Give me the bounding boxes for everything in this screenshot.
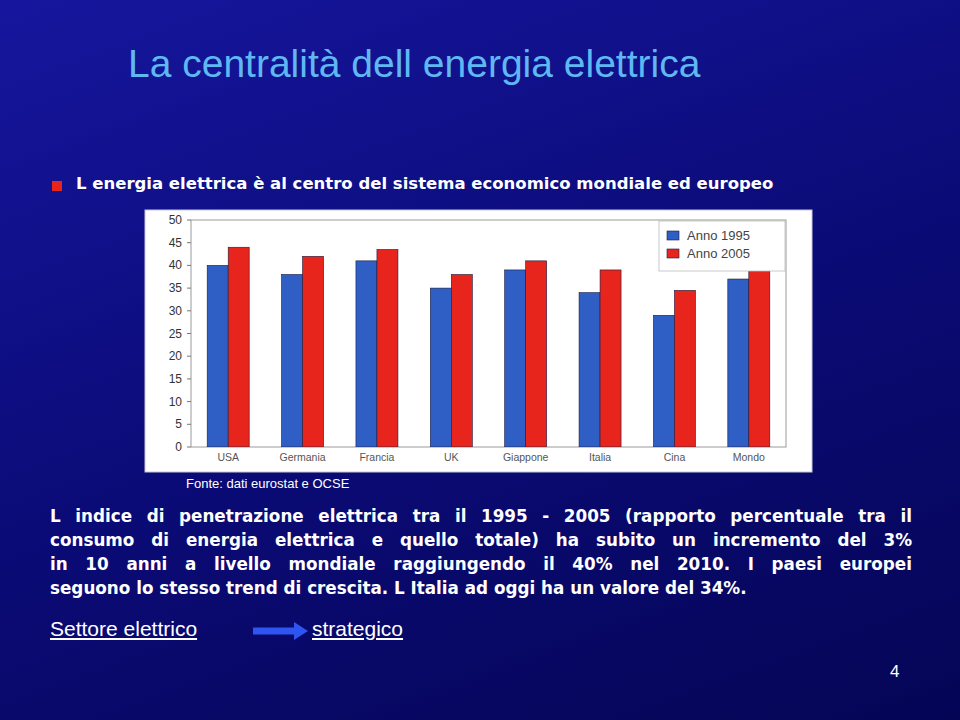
source-note: Fonte: dati eurostat e OCSE <box>186 476 349 491</box>
y-tick <box>187 310 191 311</box>
y-tick-label: 0 <box>175 440 182 454</box>
bar <box>207 265 228 447</box>
y-tick <box>187 356 191 357</box>
body-text-line: in 10 anni a livello mondiale raggiungen… <box>50 554 912 574</box>
bar <box>749 270 770 447</box>
bar <box>526 261 547 447</box>
legend-label: Anno 1995 <box>687 228 750 243</box>
y-tick <box>187 288 191 289</box>
bar <box>303 256 324 447</box>
y-tick <box>187 265 191 266</box>
arrow-shaft <box>253 628 296 635</box>
bar <box>600 270 621 447</box>
legend-swatch <box>667 231 679 240</box>
y-tick <box>187 333 191 334</box>
y-tick-label: 45 <box>169 236 183 250</box>
legend-swatch <box>667 249 679 258</box>
y-tick-label: 20 <box>169 349 183 363</box>
y-tick <box>187 220 191 221</box>
bullet-text: L energia elettrica è al centro del sist… <box>76 174 773 193</box>
bar <box>430 288 451 447</box>
y-tick-label: 10 <box>169 395 183 409</box>
x-tick-label: Cina <box>664 451 686 463</box>
bar <box>505 270 526 447</box>
bar <box>377 250 398 447</box>
x-tick-label: Mondo <box>733 451 765 463</box>
y-tick-label: 15 <box>169 372 183 386</box>
y-tick <box>187 424 191 425</box>
x-tick-label: Francia <box>359 451 394 463</box>
page-number: 4 <box>890 662 899 682</box>
bullet-marker <box>52 181 62 191</box>
y-tick-label: 50 <box>169 213 183 227</box>
bars <box>207 247 770 447</box>
body-text-line: consumo di energia elettrica e quello to… <box>50 530 912 550</box>
y-tick-label: 25 <box>169 327 183 341</box>
y-tick-label: 5 <box>175 417 182 431</box>
bar <box>228 247 249 447</box>
x-tick-label: Italia <box>589 451 611 463</box>
y-tick <box>187 447 191 448</box>
y-tick-label: 40 <box>169 258 183 272</box>
body-text-line: seguono lo stesso trend di crescita. L I… <box>50 578 912 598</box>
arrow-head <box>294 622 308 640</box>
legend: Anno 1995 Anno 2005 <box>659 221 785 271</box>
y-tick-label: 30 <box>169 304 183 318</box>
x-tick-label: Germania <box>280 451 326 463</box>
bar <box>579 293 600 447</box>
bar <box>728 279 749 447</box>
slide: {"slide": {"title": "La centralità dell … <box>0 0 960 720</box>
x-tick-label: USA <box>217 451 239 463</box>
bar <box>674 290 695 447</box>
y-tick <box>187 378 191 379</box>
plot-frame <box>191 220 786 447</box>
bar <box>356 261 377 447</box>
chart: 0 5 10 15 20 25 30 35 40 45 50 USA Germania Francia UK… <box>0 0 960 720</box>
legend-box <box>659 221 785 271</box>
bar <box>282 274 303 447</box>
slide-title: La centralità dell energia elettrica <box>128 42 700 86</box>
y-tick-label: 35 <box>169 281 183 295</box>
bar <box>653 315 674 447</box>
y-tick <box>187 242 191 243</box>
bar <box>451 274 472 447</box>
x-tick-label: Giappone <box>503 451 549 463</box>
legend-label: Anno 2005 <box>687 246 750 261</box>
body-text-line: L indice di penetrazione elettrica tra i… <box>50 506 912 526</box>
chart-panel <box>145 210 812 472</box>
y-tick <box>187 401 191 402</box>
conclusion-right: strategico <box>312 617 403 641</box>
x-tick-label: UK <box>444 451 459 463</box>
conclusion-left: Settore elettrico <box>50 617 197 641</box>
